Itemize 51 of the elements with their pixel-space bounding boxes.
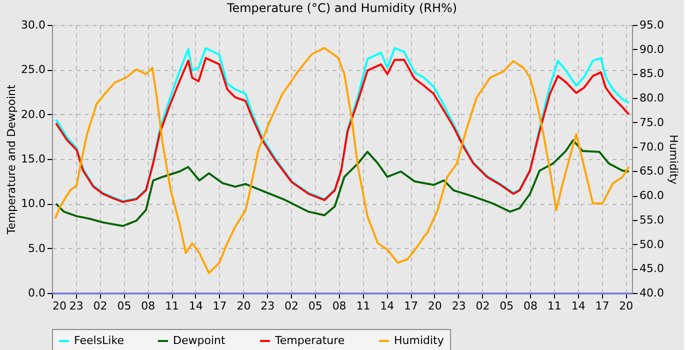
x-tick-label: 20 xyxy=(619,300,634,312)
x-tick-label: 08 xyxy=(524,300,538,312)
x-tick-label: 05 xyxy=(117,300,132,312)
y-tick-label: 30.0 xyxy=(21,18,46,32)
x-tick-label: 23 xyxy=(69,300,84,312)
y2-tick-label: 45.0 xyxy=(640,262,664,276)
y2-tick-label: 55.0 xyxy=(640,213,664,226)
x-tick-label: 08 xyxy=(332,300,346,312)
y-tick-label: 10.0 xyxy=(21,197,46,210)
y2-tick-label: 65.0 xyxy=(640,164,664,178)
y2-axis-title: Humidity xyxy=(666,134,680,185)
x-tick-label: 05 xyxy=(308,300,322,312)
legend-label: FeelsLike xyxy=(74,334,124,347)
y2-tick-label: 85.0 xyxy=(640,67,664,80)
x-tick-label: 02 xyxy=(93,300,108,312)
x-tick-label: 20 xyxy=(236,300,251,312)
y-tick-label: 25.0 xyxy=(21,63,46,76)
chart-title: Temperature (°C) and Humidity (RH%) xyxy=(226,1,458,15)
y2-tick-label: 75.0 xyxy=(640,116,664,129)
x-tick-label: 17 xyxy=(212,300,227,312)
legend-label: Humidity xyxy=(394,334,444,347)
x-tick-label: 05 xyxy=(500,300,514,312)
x-tick-label: 14 xyxy=(380,300,394,312)
x-tick-label: 11 xyxy=(165,300,180,312)
x-tick-label: 23 xyxy=(260,300,275,312)
x-tick-label: 11 xyxy=(547,300,562,312)
y-tick-label: 20.0 xyxy=(21,108,46,121)
y2-tick-label: 60.0 xyxy=(640,189,664,202)
x-tick-label: 11 xyxy=(356,300,370,312)
legend-label: Dewpoint xyxy=(173,334,226,347)
y2-tick-label: 80.0 xyxy=(640,92,664,105)
y2-tick-label: 90.0 xyxy=(640,42,664,56)
x-tick-label: 02 xyxy=(476,300,490,312)
x-tick-label: 08 xyxy=(141,300,156,312)
y-tick-label: 15.0 xyxy=(21,152,46,166)
x-tick-label: 14 xyxy=(571,300,586,312)
y-axis-title: Temperature and Dewpoint xyxy=(5,84,18,236)
y-tick-label: 5.0 xyxy=(28,242,46,255)
y-tick-label: 0.0 xyxy=(28,286,46,300)
y2-tick-label: 40.0 xyxy=(640,286,664,300)
x-tick-label: 17 xyxy=(595,300,610,312)
x-tick-label: 20 xyxy=(428,300,442,312)
x-tick-label: 20 xyxy=(52,300,66,312)
x-tick-label: 14 xyxy=(188,300,203,312)
x-tick-label: 02 xyxy=(284,300,299,312)
legend-label: Temperature xyxy=(274,334,345,347)
x-tick-label: 17 xyxy=(404,300,418,312)
y2-tick-label: 70.0 xyxy=(640,140,664,154)
y2-tick-label: 50.0 xyxy=(640,238,664,251)
y2-tick-label: 95.0 xyxy=(640,18,664,32)
x-tick-label: 23 xyxy=(452,300,466,312)
